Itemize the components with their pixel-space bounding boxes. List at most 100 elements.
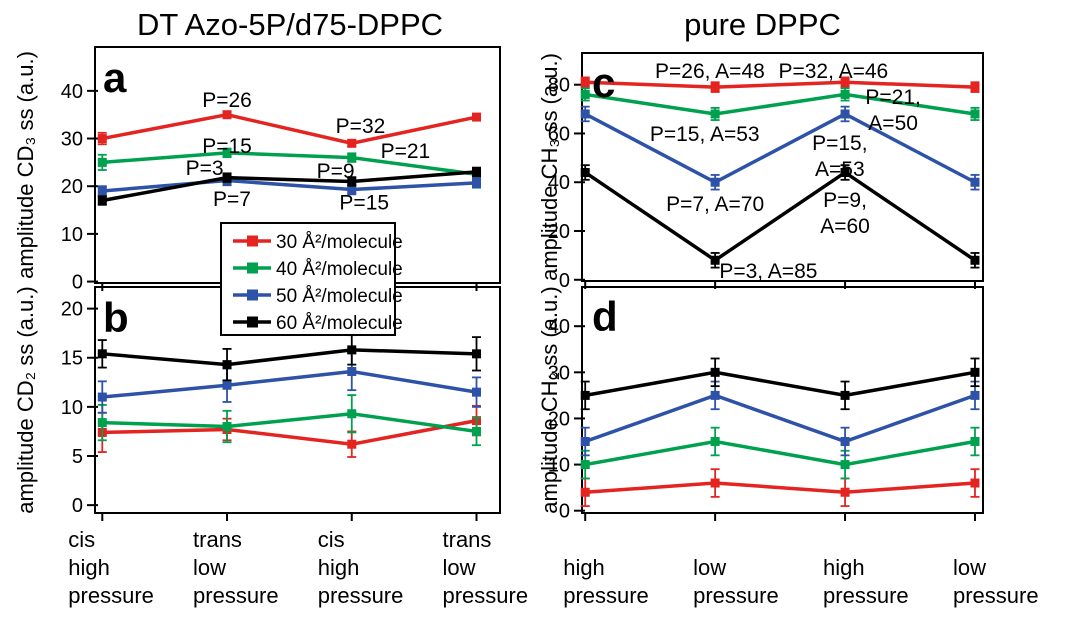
series-line [584,370,976,398]
y-tick-label: 20 [61,176,83,198]
legend-item-40-molecule: 40 Å²/molecule [233,259,403,280]
data-point-marker [222,380,232,390]
y-tick-label: 30 [548,362,570,384]
data-point-marker [97,157,107,167]
x-tick-label: high [823,555,865,580]
legend-marker [247,235,258,247]
series-line [585,481,976,494]
data-point-marker [472,178,482,188]
data-point-marker [970,82,980,92]
series-line [102,151,477,177]
series-30-molecule [580,76,980,93]
y-tick-label: 80 [548,75,570,97]
data-point-marker [840,109,850,119]
data-point-marker [222,148,232,158]
data-point-marker [840,77,850,87]
data-point-marker [970,255,980,265]
data-point-marker [222,173,232,183]
y-tick-label: 10 [61,224,83,246]
data-annotation: P=9 [317,160,355,183]
x-tick-label: pressure [443,583,529,608]
series-30-molecule [97,110,482,148]
x-tick-label: trans [193,527,242,552]
legend-item-50-molecule: 50 Å²/molecule [233,286,403,307]
series-40-molecule [580,426,980,480]
y-tick-label: 60 [548,123,570,145]
data-point-marker [710,109,720,119]
data-annotation: P=26, A=48 [655,60,765,83]
data-point-marker [580,109,590,119]
y-axis-label: amplitude CD₂ ss (a.u.) [13,286,38,513]
series-60-molecule [97,334,482,382]
y-axis-label: amplitude CH₂ ss (a.u.) [537,286,562,513]
series-line [101,112,477,146]
data-point-marker [97,134,107,144]
x-tick-label: high [563,555,605,580]
data-point-marker [580,487,590,497]
y-tick-label: 40 [548,172,570,194]
legend-marker [247,262,258,274]
y-tick-label: 30 [61,129,83,151]
data-point-marker [347,409,357,419]
data-point-marker [97,349,107,359]
legend: 30 Å²/molecule 40 Å²/molecule 50 Å²/molecu… [220,222,403,336]
data-point-marker [840,89,850,99]
data-point-marker [580,460,590,470]
x-tick-label: pressure [823,583,909,608]
data-point-marker [840,460,850,470]
data-annotation: P=9, A=60 [820,189,870,238]
data-point-marker [970,478,980,488]
data-point-marker [710,367,720,377]
data-point-marker [472,387,482,397]
y-tick-label: 0 [559,270,570,292]
panel-d: 0 10 20 30 40 high pressure low pressure high pres… [537,286,1039,608]
data-point-marker [970,390,980,400]
data-point-marker [710,437,720,447]
y-tick-label: 20 [61,299,83,321]
data-annotation: P=32, A=46 [778,60,888,83]
series-line [585,80,976,89]
legend-label: 40 Å²/molecule [276,259,403,280]
series-50-molecule [97,351,482,414]
axes-frame [581,286,984,514]
series-line [584,439,976,467]
x-tick-label: pressure [193,583,279,608]
panel-label: b [103,294,129,341]
legend-marker [247,316,258,328]
data-point-marker [347,185,357,195]
series-60-molecule [580,357,980,411]
y-tick-label: 20 [548,408,570,430]
data-point-marker [347,367,357,377]
x-tick-label: high [68,555,110,580]
y-tick-label: 10 [548,455,570,477]
data-annotation: P=15 [202,135,252,158]
x-tick-label: high [318,555,360,580]
x-tick-label: pressure [953,583,1039,608]
data-point-marker [970,177,980,187]
data-point-marker [580,167,590,177]
y-tick-label: 40 [548,316,570,338]
right-column-title: pure DPPC [684,7,841,42]
data-point-marker [97,418,107,428]
data-point-marker [970,109,980,119]
data-annotation: P=32 [336,115,386,138]
y-axis-label: amplitude CD₃ ss (a.u.) [13,51,38,279]
series-30-molecule [580,468,980,507]
data-point-marker [710,390,720,400]
series-60-molecule [580,164,980,269]
y-tick-label: 10 [61,397,83,419]
data-point-marker [347,176,357,186]
data-point-marker [347,439,357,449]
series-line [102,178,477,193]
panel-b: 0 5 10 15 20 cis high pressure trans low pressure c… [13,286,528,608]
y-tick-label: 20 [548,221,570,243]
data-point-marker [347,153,357,163]
x-tick-label: low [443,555,476,580]
data-annotation: P=7, A=70 [666,193,764,216]
panel-label: c [592,59,615,106]
panel-label: d [592,293,618,340]
data-point-marker [840,487,850,497]
data-point-marker [472,167,482,177]
data-point-marker [840,390,850,400]
